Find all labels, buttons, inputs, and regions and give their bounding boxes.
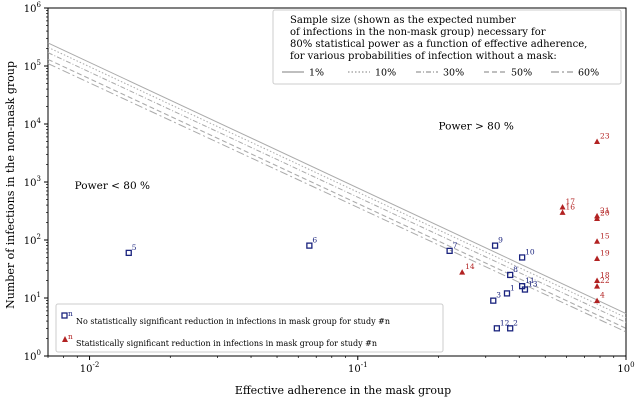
study-marker-square — [491, 242, 499, 249]
study-marker-square — [125, 249, 132, 257]
legend-no-reduction-label: No statistically significant reduction i… — [76, 317, 390, 326]
study-marker-square — [507, 325, 514, 332]
study-marker-square — [446, 247, 453, 255]
study-number-label: 6 — [312, 236, 317, 245]
power-curve-line — [47, 63, 627, 333]
marker-legend: n No statistically significant reduction… — [55, 303, 444, 353]
study-number-label: 4 — [600, 291, 605, 300]
study-marker-triangle — [459, 269, 466, 275]
legend-triangle-marker — [62, 336, 68, 342]
study-number-label: 16 — [566, 202, 576, 211]
legend-curve-label: 30% — [443, 68, 464, 79]
legend-triangle-n: n — [68, 332, 73, 341]
study-number-label: 3 — [496, 291, 501, 300]
study-number-label: 14 — [465, 262, 475, 271]
legend-title-line-4: for various probabilities of infection w… — [290, 51, 557, 62]
study-number-label: 10 — [525, 247, 535, 256]
study-marker-triangle — [594, 212, 601, 219]
power-curve-line — [47, 52, 627, 323]
study-number-label: 20 — [600, 208, 610, 217]
power-curve-line — [47, 42, 627, 314]
legend-curve-label: 1% — [309, 68, 324, 79]
study-marker-triangle — [559, 204, 566, 210]
study-number-label: 17 — [566, 197, 576, 206]
legend-curve-label: 10% — [375, 68, 396, 79]
study-marker-triangle — [594, 277, 601, 284]
legend-square-n: n — [68, 309, 73, 318]
y-tick-label: 104 — [24, 117, 42, 131]
study-number-label: 12 — [500, 318, 510, 327]
study-marker-square — [493, 325, 501, 332]
x-tick-label: 10-1 — [348, 361, 368, 375]
marker-legend-box — [55, 303, 444, 353]
y-tick-label: 103 — [24, 175, 41, 189]
y-axis-title: Number of infections in the non-mask gro… — [4, 61, 17, 309]
study-number-label: 22 — [600, 276, 610, 285]
study-number-label: 11 — [525, 276, 535, 285]
legend-reduction-label: Statistically significant reduction in i… — [76, 339, 377, 348]
study-marker-triangle — [594, 283, 601, 289]
y-tick-label: 105 — [24, 59, 41, 73]
legend-title-line-2: of infections in the non-mask group) nec… — [290, 27, 546, 38]
annotation-power-below: Power < 80 % — [75, 180, 150, 192]
legend-curve-label: 60% — [578, 68, 599, 79]
study-number-label: 5 — [132, 243, 137, 252]
x-tick-label: 10-2 — [80, 361, 100, 375]
x-tick-label: 100 — [617, 361, 634, 375]
y-tick-label: 100 — [24, 349, 41, 363]
study-marker-triangle — [594, 238, 601, 244]
y-tick-label: 101 — [24, 291, 41, 305]
annotation-power-above: Power > 80 % — [439, 121, 514, 133]
study-marker-square — [306, 242, 313, 249]
study-number-label: 23 — [600, 131, 610, 140]
study-number-label: 19 — [600, 248, 610, 257]
power-curve-legend-box — [272, 9, 622, 85]
power-curve-legend: Sample size (shown as the expected numbe… — [272, 9, 622, 85]
power-curve-line — [47, 46, 627, 319]
y-tick-label: 102 — [24, 233, 41, 247]
study-number-label: 9 — [498, 236, 503, 245]
study-number-label: 7 — [453, 241, 458, 250]
study-marker-triangle — [594, 255, 601, 261]
study-marker-triangle — [594, 297, 601, 304]
study-number-label: 8 — [513, 265, 518, 274]
power-curve-line — [47, 58, 627, 329]
x-axis-title: Effective adherence in the mask group — [235, 384, 451, 397]
study-marker-square — [521, 286, 529, 293]
y-tick-label: 106 — [24, 1, 42, 15]
study-number-label: 1 — [510, 283, 515, 292]
study-marker-square — [503, 290, 511, 297]
study-number-label: 21 — [600, 206, 610, 215]
study-marker-square — [507, 271, 514, 279]
study-marker-triangle — [559, 209, 566, 215]
legend-square-marker — [61, 312, 68, 319]
study-marker-triangle — [594, 138, 601, 144]
study-marker-square — [490, 297, 497, 304]
study-number-label: 18 — [600, 271, 610, 280]
study-marker-square — [518, 254, 526, 261]
power-curve-legend-entries: 1% 10% 30% 50% 60% — [282, 68, 599, 79]
study-number-label: 2 — [513, 318, 518, 327]
study-number-label: 13 — [528, 280, 538, 289]
legend-title-line-1: Sample size (shown as the expected numbe… — [290, 15, 516, 26]
study-number-label: 15 — [600, 231, 610, 240]
power-curves — [47, 42, 627, 333]
legend-curve-label: 50% — [511, 68, 532, 79]
legend-title-line-3: 80% statistical power as a function of e… — [290, 39, 587, 50]
